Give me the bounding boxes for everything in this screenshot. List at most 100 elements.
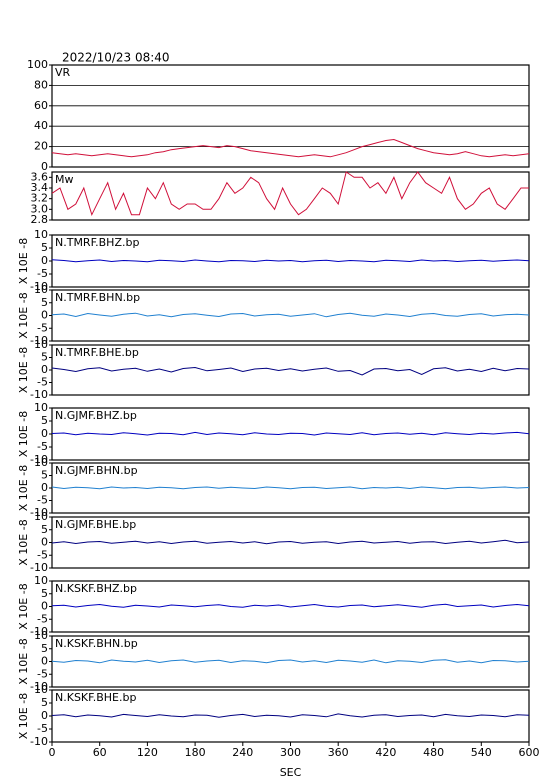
y-tick-label: 40 [34,119,48,132]
panel-frame [51,64,530,168]
y-tick-label: 3.4 [31,181,49,194]
y-tick-label: 0 [41,536,48,549]
y-tick-label: 0 [41,309,48,322]
x-tick-label: 300 [280,746,301,759]
y-tick-label: 5 [41,587,48,600]
y-tick-label: 0 [41,709,48,722]
panel-label: N.KSKF.BHE.bp [55,691,136,704]
data-line [51,603,530,608]
y-tick-label: -10 [30,334,48,347]
data-line [51,366,530,376]
y-tick-label: 10 [34,283,48,296]
y-tick-label: 5 [41,523,48,536]
y-axis-label: X 10E -8 [17,693,30,739]
y-tick-label: 5 [41,642,48,655]
x-tick-label: 240 [232,746,253,759]
page-title: 2022/10/23 08:40 [62,51,170,65]
panel-frame [51,289,530,342]
y-tick-label: -5 [37,722,48,735]
y-tick-label: 5 [41,241,48,254]
y-tick-label: 100 [27,58,48,71]
x-tick-label: 120 [137,746,158,759]
panel-label: VR [55,66,71,79]
panel-label: N.KSKF.BHN.bp [55,637,138,650]
panel-frame [51,580,530,633]
data-line [51,539,530,545]
y-tick-label: 0 [41,600,48,613]
y-tick-label: -5 [37,267,48,280]
y-tick-label: -10 [30,453,48,466]
y-tick-label: 0 [41,160,48,173]
panel-frame [51,171,530,221]
y-tick-label: 5 [41,469,48,482]
y-tick-label: -10 [30,280,48,293]
y-tick-label: -10 [30,561,48,574]
y-tick-label: 10 [34,456,48,469]
x-tick-label: 540 [471,746,492,759]
panel-label: N.TMRF.BHE.bp [55,346,139,359]
panel-label: N.KSKF.BHZ.bp [55,582,137,595]
y-tick-label: 0 [41,363,48,376]
y-tick-label: 0 [41,655,48,668]
y-tick-label: 3.6 [31,170,49,183]
data-line [51,486,530,490]
panel-frame [51,407,530,461]
y-tick-label: 10 [34,510,48,523]
y-tick-label: -10 [30,625,48,638]
y-tick-label: 5 [41,351,48,364]
y-tick-label: -10 [30,388,48,401]
panel-label: N.GJMF.BHN.bp [55,464,138,477]
y-tick-label: 20 [34,140,48,153]
y-tick-label: -5 [37,548,48,561]
panel-frame [51,344,530,396]
x-tick-label: 420 [375,746,396,759]
panel-label: Mw [55,173,74,186]
y-tick-label: 0 [41,254,48,267]
y-tick-label: -10 [30,735,48,748]
y-axis-label: X 10E -8 [17,583,30,629]
y-tick-label: 0 [41,481,48,494]
x-axis-label: SEC [280,766,302,779]
panel-label: N.TMRF.BHZ.bp [55,236,139,249]
data-line [51,659,530,664]
y-tick-label: 10 [34,401,48,414]
y-tick-label: 10 [34,574,48,587]
panel-frame [51,234,530,288]
y-tick-label: -5 [37,321,48,334]
panel-label: N.GJMF.BHE.bp [55,518,136,531]
y-tick-label: -5 [37,667,48,680]
x-tick-label: 600 [519,746,540,759]
data-line [51,138,530,158]
y-tick-label: 0 [41,427,48,440]
y-tick-label: 10 [34,338,48,351]
data-line [51,431,530,436]
y-tick-label: 3.2 [31,192,49,205]
y-tick-label: 5 [41,696,48,709]
panel-label: N.TMRF.BHN.bp [55,291,140,304]
y-tick-label: 10 [34,629,48,642]
y-axis-label: X 10E -8 [17,638,30,684]
x-tick-label: 180 [185,746,206,759]
x-tick-label: 480 [423,746,444,759]
x-tick-label: 360 [328,746,349,759]
data-line [51,312,530,318]
y-tick-label: -10 [30,680,48,693]
data-line [51,171,529,217]
x-tick-label: 0 [49,746,56,759]
y-axis-label: X 10E -8 [17,292,30,338]
y-tick-label: 10 [34,228,48,241]
y-tick-label: -5 [37,440,48,453]
y-tick-label: 10 [34,683,48,696]
y-tick-label: 3.0 [31,202,49,215]
y-axis-label: X 10E -8 [17,411,30,457]
y-tick-label: 5 [41,414,48,427]
y-tick-label: -5 [37,376,48,389]
y-axis-label: X 10E -8 [17,465,30,511]
y-tick-label: -5 [37,612,48,625]
y-tick-label: 5 [41,296,48,309]
y-tick-label: 60 [34,99,48,112]
x-tick-label: 60 [93,746,107,759]
data-line [51,259,530,263]
y-tick-label: -10 [30,506,48,519]
